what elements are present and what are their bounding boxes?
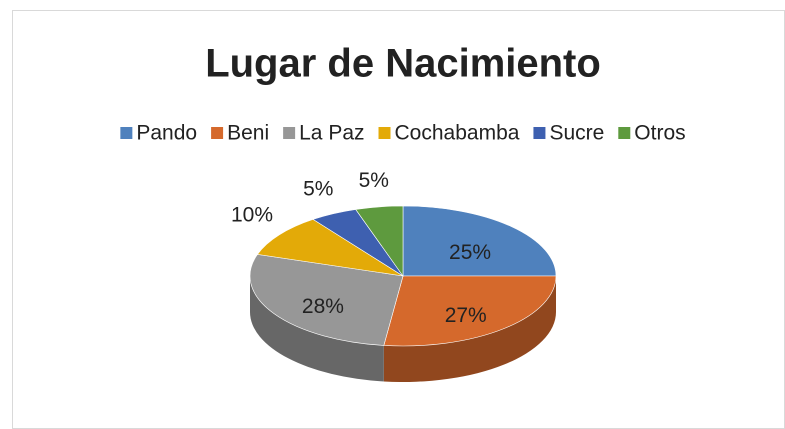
legend-label: Beni: [227, 122, 269, 145]
legend-swatch: [378, 127, 391, 139]
data-label: 10%: [231, 203, 273, 226]
data-label: 25%: [449, 241, 491, 264]
slice-side: [383, 276, 556, 382]
legend-swatch: [533, 127, 546, 139]
legend-label: La Paz: [299, 122, 364, 145]
legend-label: Cochabamba: [395, 122, 520, 145]
slice-side: [250, 276, 384, 382]
legend-label: Sucre: [549, 122, 604, 145]
legend-label: Otros: [634, 122, 685, 145]
data-label: 5%: [303, 177, 333, 200]
slice: [402, 205, 557, 277]
legend-swatch: [120, 127, 133, 139]
slice: [355, 205, 404, 277]
data-label: 28%: [302, 295, 344, 318]
slice: [256, 219, 404, 277]
slice: [383, 275, 557, 347]
legend: Pando Beni La Paz Cochabamba Sucre Otros: [120, 122, 686, 145]
slice: [249, 254, 404, 346]
legend-swatch: [283, 127, 296, 139]
legend-swatch: [211, 127, 224, 139]
data-label: 5%: [359, 169, 389, 192]
chart-title: Lugar de Nacimiento: [205, 42, 601, 86]
legend-swatch: [618, 127, 631, 139]
data-label: 27%: [445, 304, 487, 327]
legend-label: Pando: [136, 122, 197, 145]
